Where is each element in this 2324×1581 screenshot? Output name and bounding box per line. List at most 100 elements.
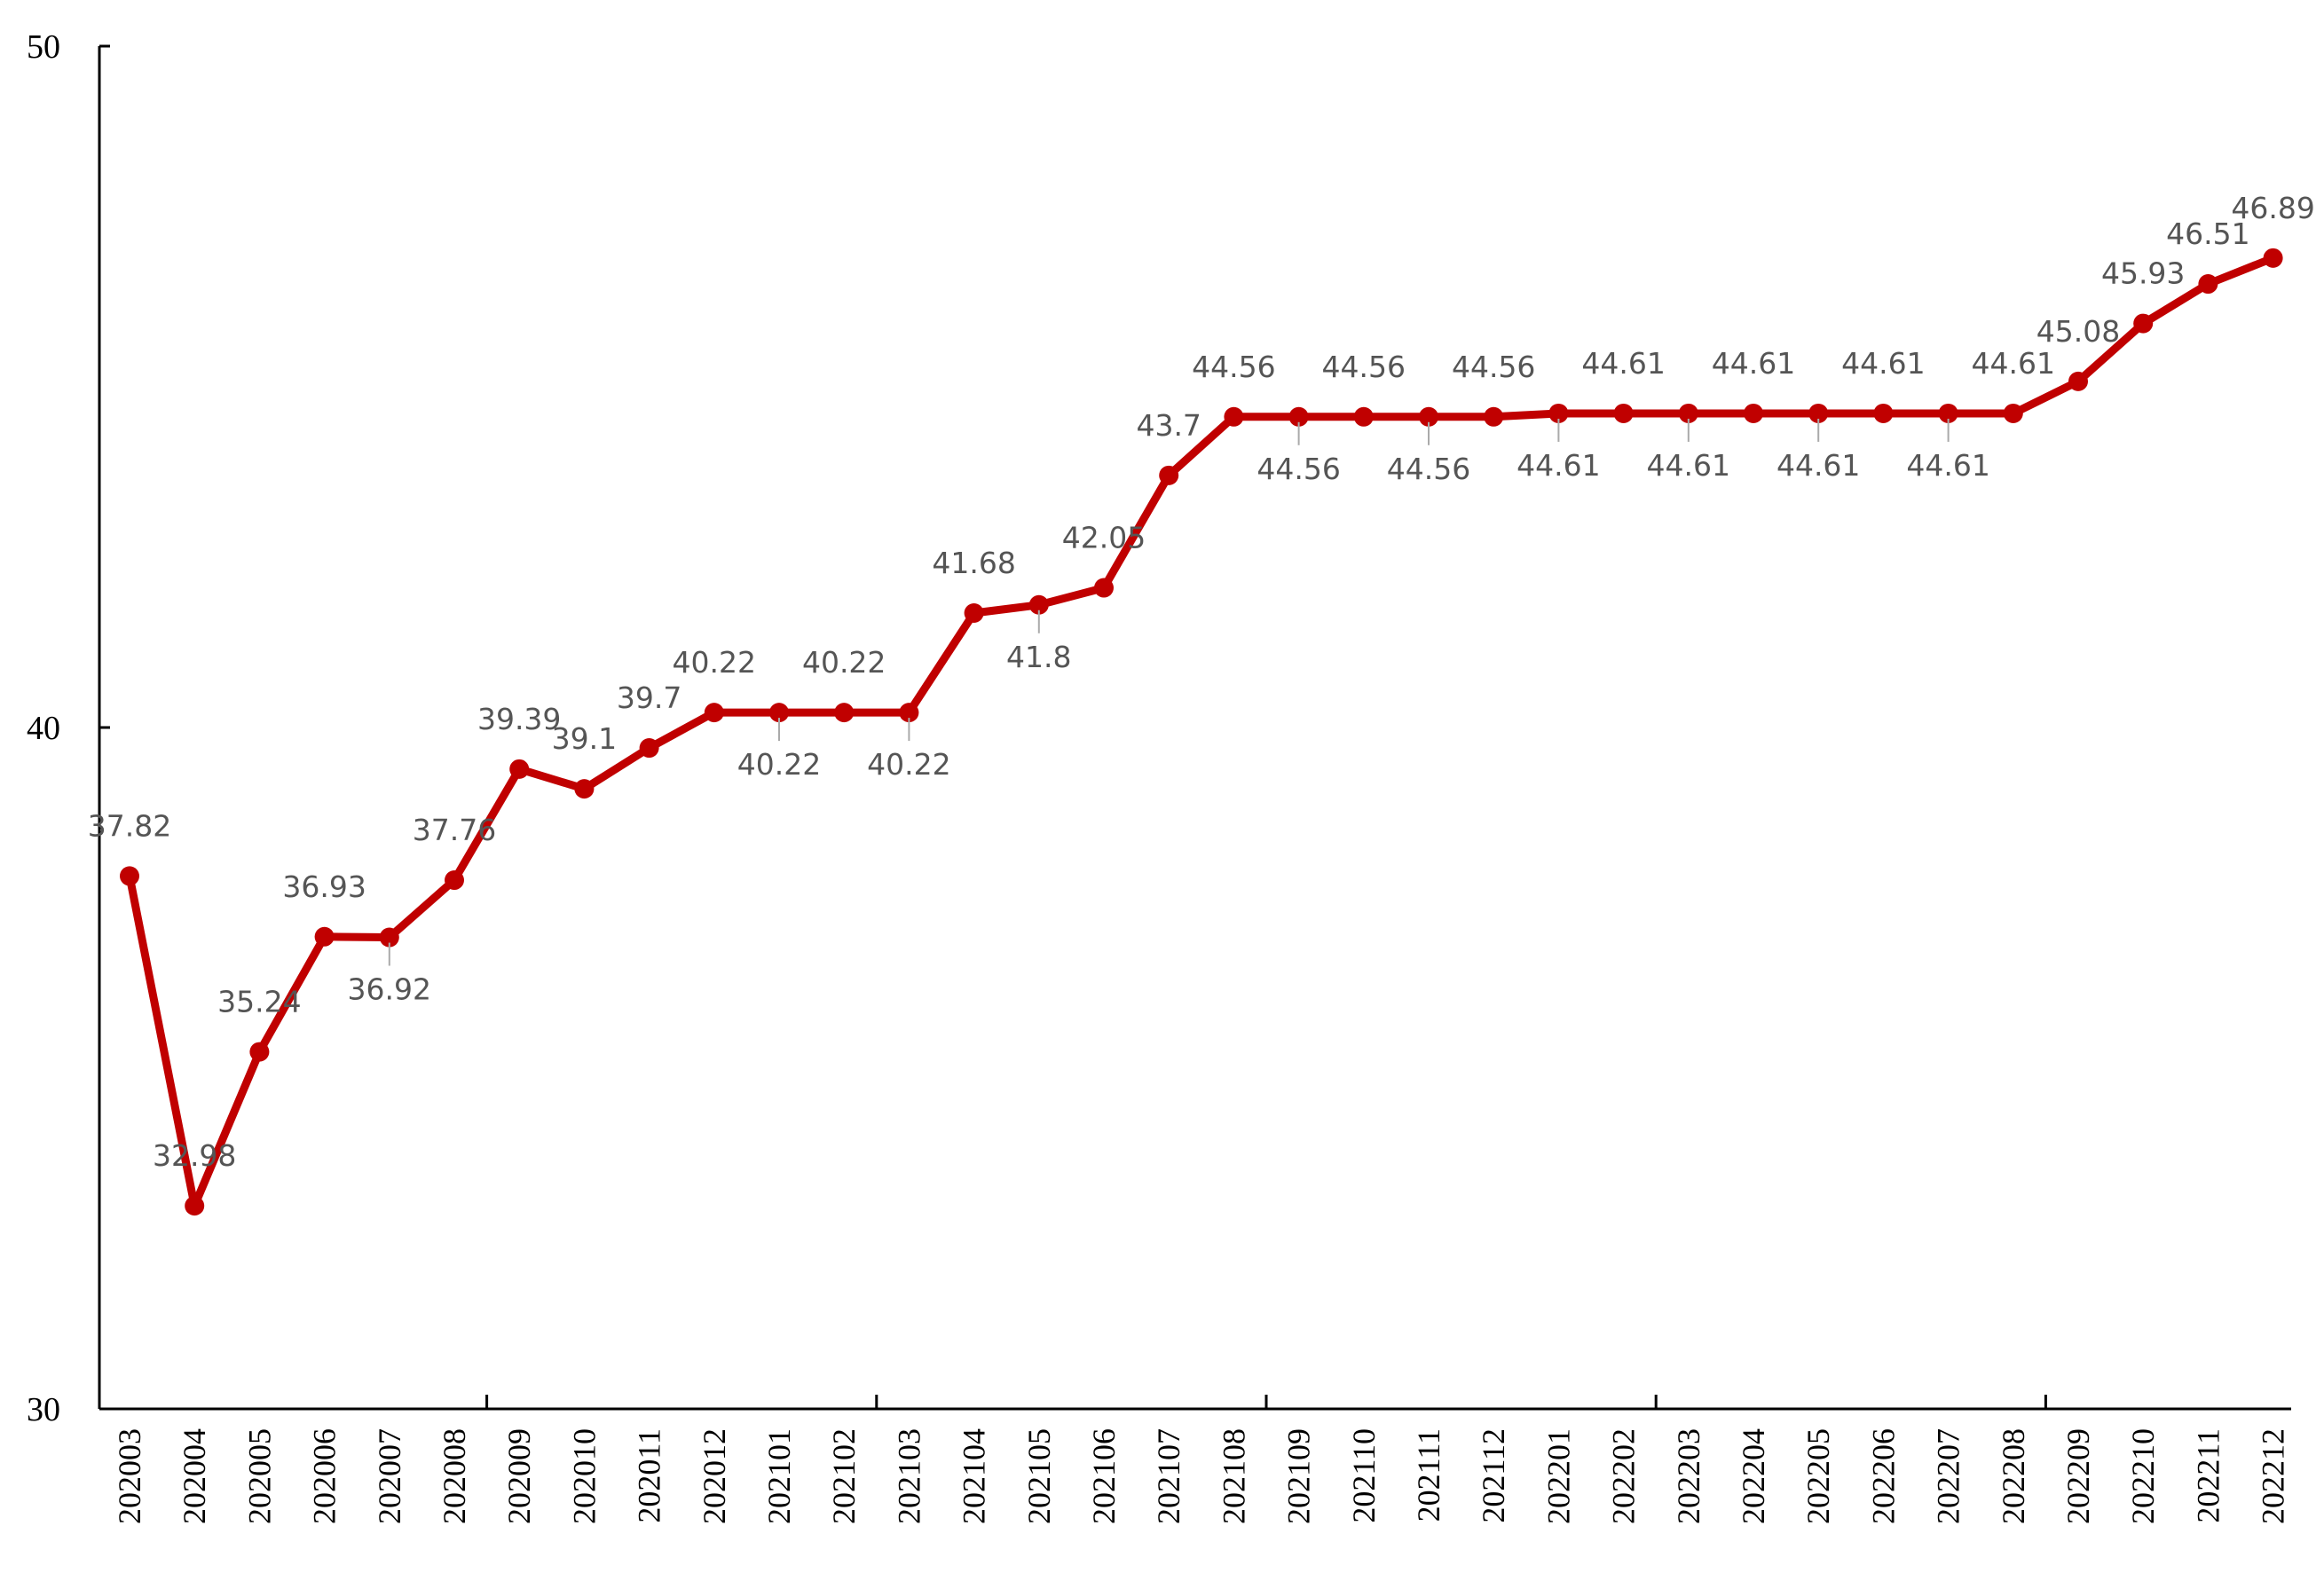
data-point — [1224, 406, 1244, 427]
data-label: 40.22 — [802, 645, 886, 680]
x-tick-label: 202202 — [1606, 1428, 1642, 1524]
x-tick-label: 202212 — [2256, 1428, 2291, 1524]
data-point — [2133, 313, 2154, 334]
x-tick-label: 202206 — [1865, 1428, 1901, 1524]
x-tick-label: 202108 — [1216, 1428, 1251, 1524]
x-tick-label: 202201 — [1540, 1428, 1576, 1524]
data-label: 37.82 — [88, 808, 171, 843]
data-point — [185, 1196, 205, 1216]
x-tick-label: 202110 — [1346, 1428, 1382, 1523]
data-point — [1873, 403, 1894, 423]
data-point — [1808, 403, 1829, 423]
x-tick-label: 202106 — [1086, 1428, 1122, 1524]
data-point — [1613, 403, 1634, 423]
data-point — [964, 602, 984, 623]
data-point — [1028, 594, 1049, 615]
data-point — [2198, 274, 2218, 295]
x-tick-label: 202008 — [437, 1428, 472, 1524]
data-label: 40.22 — [737, 747, 821, 782]
data-label: 44.61 — [1517, 448, 1600, 483]
data-label: 45.08 — [2036, 314, 2120, 349]
data-label: 44.61 — [1841, 346, 1925, 381]
data-point — [1094, 578, 1114, 598]
x-tick-label: 202003 — [112, 1428, 147, 1524]
x-tick-label: 202103 — [891, 1428, 926, 1524]
data-point — [1353, 406, 1374, 427]
data-label: 39.39 — [477, 702, 561, 736]
data-label: 37.76 — [413, 813, 496, 847]
data-point — [249, 1042, 270, 1062]
data-point — [1419, 406, 1438, 427]
data-point — [899, 703, 919, 723]
x-tick-label: 202211 — [2190, 1428, 2226, 1523]
data-label: 44.61 — [1906, 448, 1989, 483]
data-label: 44.56 — [1257, 452, 1340, 486]
x-tick-label: 202107 — [1151, 1428, 1186, 1524]
data-point — [379, 927, 399, 948]
data-point — [1938, 403, 1958, 423]
x-tick-label: 202005 — [241, 1428, 277, 1524]
x-tick-label: 202010 — [566, 1428, 602, 1524]
data-label: 41.68 — [932, 546, 1015, 580]
x-tick-label: 202011 — [632, 1428, 667, 1523]
data-point — [1678, 403, 1698, 423]
data-label: 46.89 — [2231, 191, 2314, 225]
y-tick-label: 30 — [27, 1391, 60, 1428]
x-tick-label: 202210 — [2125, 1428, 2161, 1524]
data-labels: 37.82 32.98 35.24 36.93 36.92 37.76 39.3939.13… — [88, 191, 2315, 1173]
x-tick-label: 202208 — [1996, 1428, 2031, 1524]
data-point — [834, 703, 855, 723]
x-tick-label: 202007 — [372, 1428, 407, 1524]
data-point — [639, 738, 659, 759]
x-tick-label: 202104 — [957, 1428, 992, 1524]
x-tick-label: 202207 — [1931, 1428, 1966, 1524]
data-point — [314, 926, 335, 947]
x-tick-label: 202112 — [1476, 1428, 1511, 1523]
x-tick-label: 202012 — [697, 1428, 732, 1524]
data-label: 32.98 — [153, 1138, 236, 1173]
data-label: 45.93 — [2101, 256, 2185, 291]
data-point — [509, 759, 530, 779]
data-label: 36.92 — [348, 972, 431, 1007]
data-point — [2068, 371, 2088, 391]
data-label: 44.56 — [1452, 350, 1535, 384]
data-label: 42.05 — [1062, 521, 1146, 555]
data-point — [574, 779, 595, 799]
data-label: 44.61 — [1712, 346, 1795, 381]
data-label: 44.61 — [1647, 448, 1730, 483]
y-tick-label: 50 — [27, 28, 60, 66]
data-point — [769, 703, 789, 723]
series — [120, 248, 2283, 1216]
data-point — [2263, 248, 2283, 268]
data-label: 46.51 — [2166, 216, 2249, 251]
data-point — [1288, 406, 1309, 427]
data-point — [1744, 403, 1763, 423]
data-point — [445, 870, 464, 891]
x-tick-label: 202101 — [761, 1428, 797, 1524]
data-label: 40.22 — [867, 747, 950, 782]
x-tick-label: 202105 — [1021, 1428, 1057, 1524]
data-label: 39.1 — [552, 721, 617, 756]
data-label: 39.7 — [617, 680, 681, 715]
data-label: 44.56 — [1387, 452, 1470, 486]
data-label: 40.22 — [673, 645, 756, 680]
x-tick-label: 202009 — [501, 1428, 537, 1524]
x-tick-label: 202203 — [1671, 1428, 1706, 1524]
data-label: 44.61 — [1581, 346, 1665, 381]
x-tick-label: 202004 — [177, 1428, 212, 1524]
data-point — [1159, 465, 1179, 485]
x-tick-label: 202204 — [1736, 1428, 1771, 1524]
x-tick-label: 202205 — [1800, 1428, 1836, 1524]
data-label: 44.56 — [1192, 350, 1275, 384]
data-label: 44.61 — [1776, 448, 1860, 483]
data-label: 36.93 — [282, 869, 366, 904]
y-tick-label: 40 — [27, 710, 60, 747]
x-tick-label: 202109 — [1281, 1428, 1317, 1524]
data-point — [1548, 403, 1569, 423]
series-line — [125, 254, 2278, 1210]
data-label: 43.7 — [1136, 408, 1201, 443]
data-point — [120, 866, 139, 886]
x-tick-label: 202111 — [1411, 1428, 1446, 1522]
data-point — [2003, 403, 2023, 423]
